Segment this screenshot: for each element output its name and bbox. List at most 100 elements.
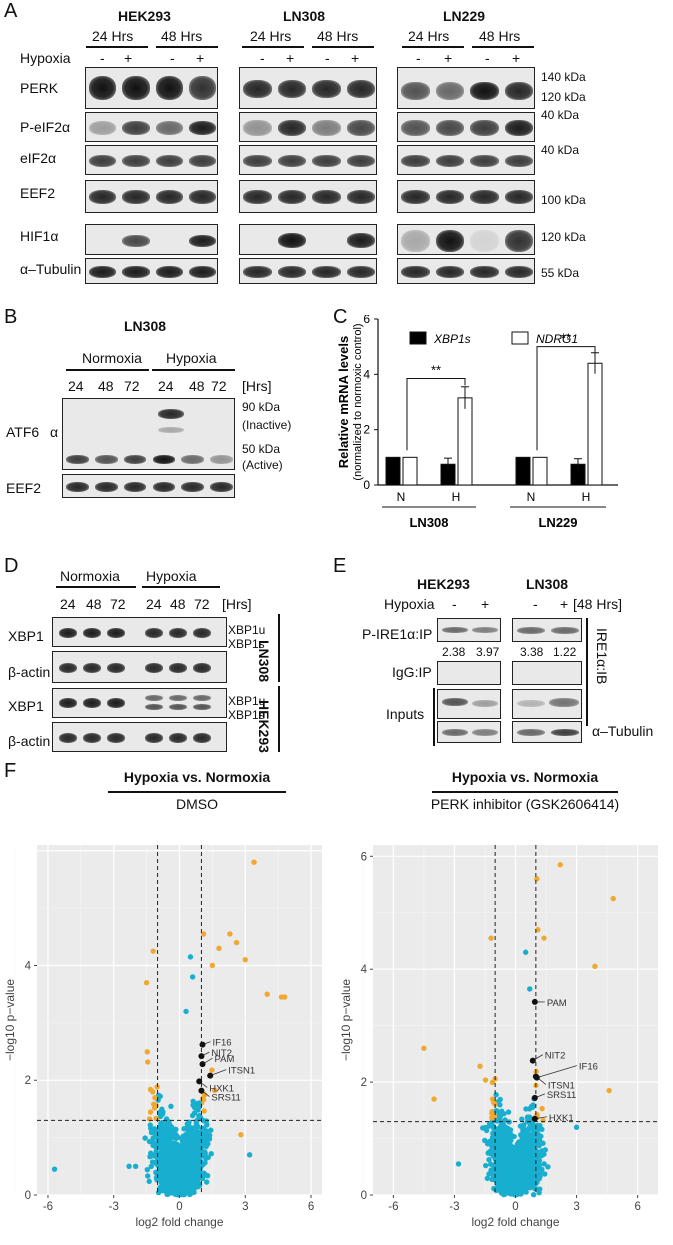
band	[152, 482, 176, 492]
y-tick-label: 0	[363, 478, 370, 492]
data-point	[191, 1156, 197, 1163]
data-point	[216, 945, 222, 951]
band	[94, 482, 118, 492]
data-point	[185, 1143, 191, 1149]
volcano-subtitle-dmso: DMSO	[176, 796, 218, 812]
hypoxia-label: Hypoxia	[20, 50, 71, 66]
data-point	[501, 1191, 507, 1198]
band	[188, 155, 216, 167]
panel-letter-f: F	[4, 760, 17, 782]
band	[401, 120, 430, 136]
x-tick-label: N	[397, 490, 406, 504]
data-point	[147, 1086, 154, 1093]
quant-value: 1.22	[553, 645, 577, 659]
marker-label: 140 kDa	[541, 70, 586, 84]
band	[158, 409, 184, 419]
row-label-eif2a: eIF2α	[20, 150, 57, 166]
sign: +	[124, 50, 133, 66]
band	[243, 155, 272, 167]
point-label: SRS11	[211, 1093, 240, 1104]
band	[401, 230, 430, 252]
time-label: 24	[146, 596, 162, 612]
band	[504, 82, 533, 100]
data-point	[196, 1100, 203, 1106]
data-point	[200, 931, 207, 937]
band	[107, 733, 125, 743]
data-point	[202, 1151, 208, 1157]
row-label-xbp1: XBP1	[8, 698, 44, 714]
highlight-point	[199, 1061, 206, 1068]
data-point	[182, 1186, 188, 1192]
data-point	[204, 1122, 210, 1128]
band	[188, 76, 216, 100]
data-point	[505, 1109, 512, 1115]
band	[59, 628, 77, 638]
data-point	[149, 1152, 155, 1159]
band	[83, 733, 101, 743]
blot-eef2-b	[62, 474, 235, 498]
data-point	[194, 1124, 200, 1130]
cell-line-hek293: HEK293	[118, 8, 171, 24]
blot-perk-ln229	[397, 67, 535, 109]
cell-line-ln308: LN308	[256, 640, 272, 683]
point-label: NIT2	[211, 1048, 232, 1059]
band	[89, 190, 117, 204]
blot-b-actin-hek293	[52, 722, 227, 752]
data-point	[196, 1165, 202, 1172]
blot-p-eif2a-hek293	[85, 112, 218, 142]
y-axis-label: −log10 p−value	[3, 979, 17, 1061]
bracket-line	[278, 614, 280, 682]
highlight-point	[198, 1087, 205, 1094]
data-point	[169, 1132, 176, 1138]
data-point	[168, 1124, 175, 1130]
band	[277, 80, 306, 98]
band	[122, 235, 150, 247]
band	[401, 266, 430, 278]
band	[346, 266, 375, 278]
marker-label: 120 kDa	[541, 90, 586, 104]
band	[401, 82, 430, 100]
band	[312, 155, 341, 167]
marker-label: (Active)	[242, 458, 283, 472]
legend-swatch-xbp1s	[409, 331, 427, 345]
band	[89, 266, 117, 278]
data-point	[159, 1106, 165, 1112]
band	[472, 700, 498, 707]
band	[346, 80, 375, 98]
band	[188, 266, 216, 278]
sign: -	[170, 50, 175, 66]
bar-ndrg1	[457, 397, 473, 486]
side-label-ire1a-ib: IRE1α:IB	[594, 628, 610, 685]
band	[210, 455, 233, 464]
band	[193, 695, 211, 701]
blot-igg-ln308	[512, 661, 582, 685]
data-point	[204, 1179, 210, 1185]
band	[346, 155, 375, 167]
legend-label-ndrg1: NDRG1	[536, 332, 578, 346]
group-label-ln229: LN229	[538, 515, 577, 530]
bar-xbp1s	[385, 456, 401, 486]
data-point	[146, 1178, 152, 1185]
group-label-hypoxia: Hypoxia	[166, 350, 217, 366]
time-label: 48 Hrs	[161, 28, 203, 44]
sign: +	[286, 50, 295, 66]
data-point	[545, 1164, 551, 1170]
significance-bracket	[536, 346, 596, 451]
row-label-tubulin: α–Tubulin	[20, 261, 82, 277]
band	[169, 663, 187, 673]
band	[169, 733, 187, 743]
data-point	[174, 1154, 180, 1160]
x-tick-label: -3	[109, 1201, 119, 1213]
band	[346, 120, 375, 136]
band	[155, 266, 183, 278]
data-point	[208, 1151, 214, 1157]
quant-value: 3.38	[520, 645, 544, 659]
band	[155, 121, 183, 135]
sign: -	[485, 50, 490, 66]
data-point	[150, 1135, 156, 1141]
band	[107, 698, 125, 708]
data-point	[190, 1102, 196, 1108]
blot-eef2-hek293	[85, 180, 218, 213]
data-point	[148, 1163, 154, 1170]
